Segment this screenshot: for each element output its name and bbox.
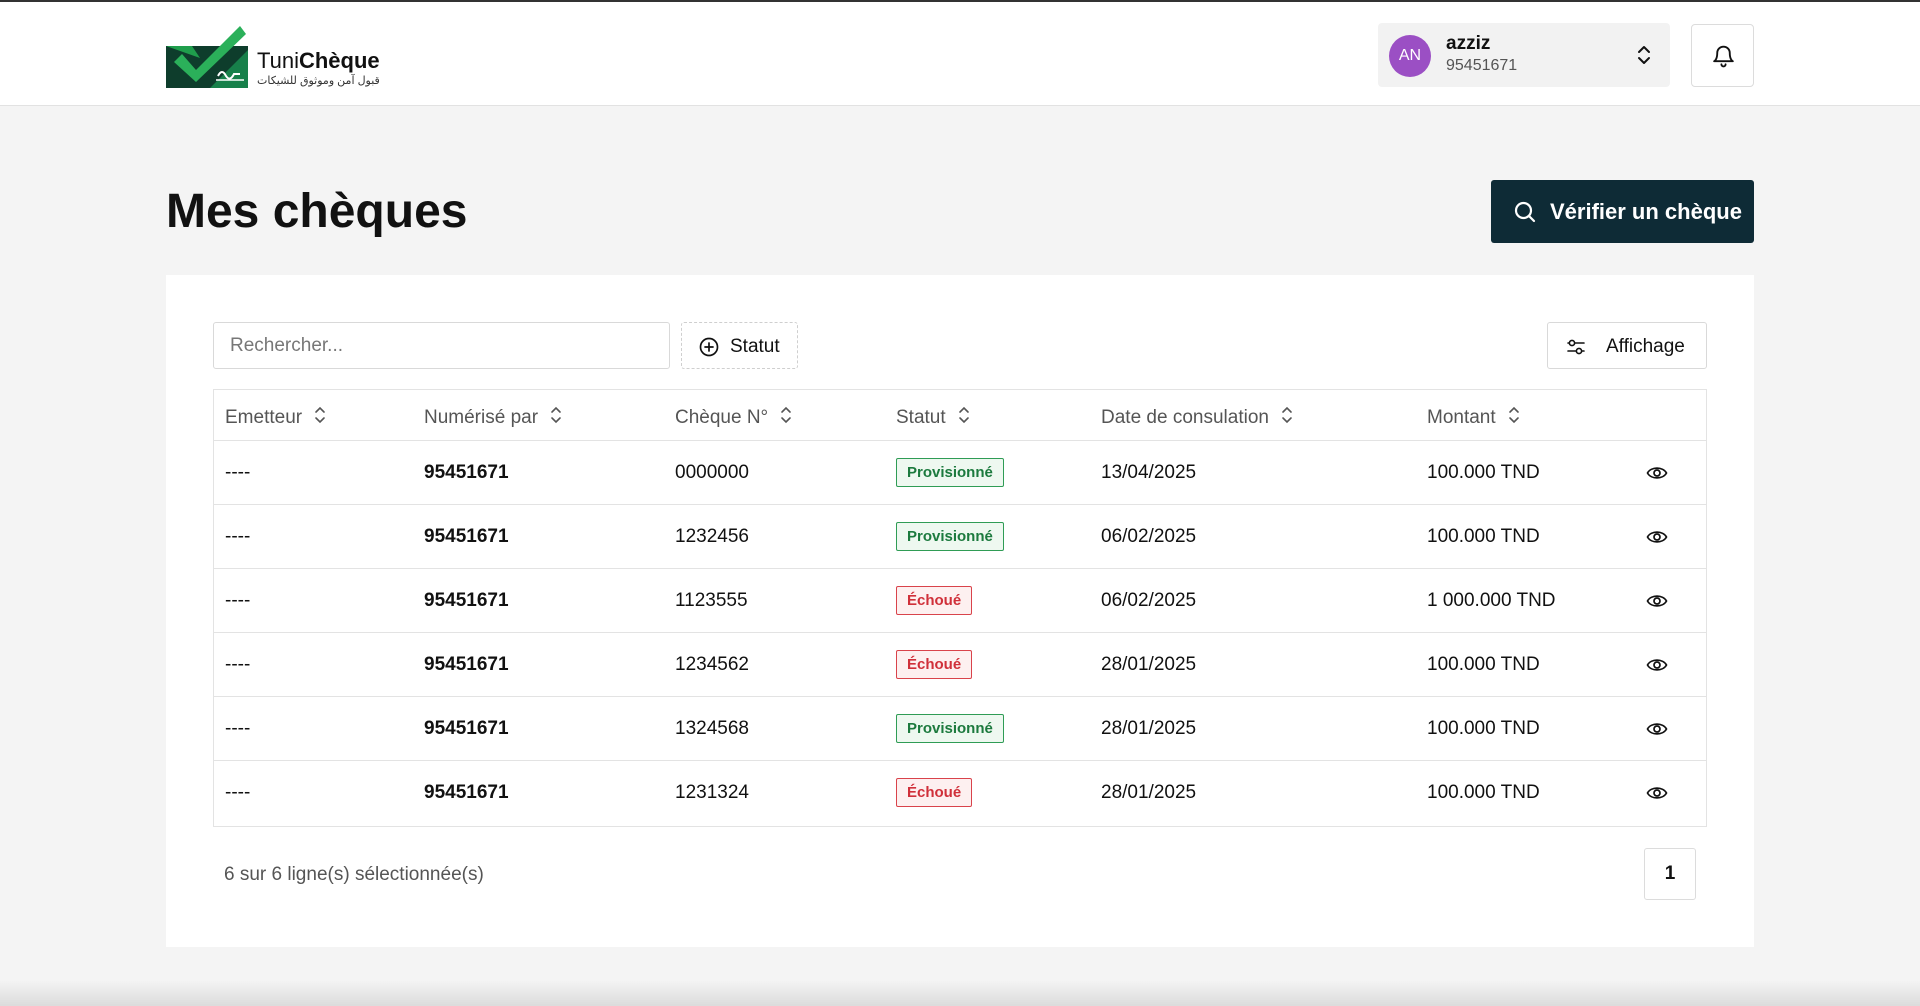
cell-numerise-par: 95451671 [424, 526, 509, 547]
status-badge: Échoué [896, 650, 973, 679]
eye-icon[interactable] [1646, 591, 1668, 611]
sort-icon [315, 406, 325, 424]
cell-numerise-par: 95451671 [424, 782, 509, 803]
column-header-montant[interactable]: Montant [1427, 405, 1520, 429]
table-row[interactable]: ---- 95451671 0000000 Provisionné 13/04/… [214, 441, 1706, 505]
eye-icon[interactable] [1646, 527, 1668, 547]
sort-icon [1282, 406, 1292, 424]
cell-montant: 100.000 TND [1427, 718, 1540, 739]
cheques-table: Emetteur Numérisé par Chèque N° Statut D… [213, 389, 1707, 827]
window-top-border [0, 0, 1920, 2]
search-icon [1514, 201, 1536, 223]
cheques-card: Statut Affichage Emetteur Numérisé par C… [166, 275, 1754, 947]
cell-cheque-no: 1234562 [675, 654, 749, 675]
cell-montant: 100.000 TND [1427, 462, 1540, 483]
plus-circle-icon [699, 337, 719, 357]
cell-emetteur: ---- [225, 462, 251, 483]
verify-cheque-button[interactable]: Vérifier un chèque [1491, 180, 1754, 243]
column-header-statut[interactable]: Statut [896, 405, 970, 429]
app-header: TuniChèque قبول آمن وموثوق للشيكات AN az… [0, 2, 1920, 106]
avatar: AN [1389, 35, 1431, 77]
account-switcher[interactable]: AN azziz 95451671 [1378, 23, 1670, 87]
search-input[interactable] [213, 322, 670, 369]
cell-date: 28/01/2025 [1101, 654, 1197, 675]
cell-cheque-no: 1123555 [675, 590, 748, 611]
selection-count: 6 sur 6 ligne(s) sélectionnée(s) [224, 864, 484, 885]
status-filter-label: Statut [730, 336, 780, 357]
cell-numerise-par: 95451671 [424, 654, 509, 675]
sort-icon [1508, 406, 1519, 424]
status-badge: Provisionné [896, 714, 1004, 743]
status-filter-button[interactable]: Statut [681, 322, 798, 369]
eye-icon[interactable] [1646, 463, 1668, 483]
cell-montant: 100.000 TND [1427, 782, 1540, 803]
cell-emetteur: ---- [225, 718, 251, 739]
table-row[interactable]: ---- 95451671 1324568 Provisionné 28/01/… [214, 697, 1706, 761]
verify-cheque-label: Vérifier un chèque [1550, 199, 1742, 224]
column-header-date[interactable]: Date de consulation [1101, 405, 1293, 429]
table-row[interactable]: ---- 95451671 1231324 Échoué 28/01/2025 … [214, 761, 1706, 825]
cell-date: 06/02/2025 [1101, 526, 1197, 547]
status-badge: Échoué [896, 778, 973, 807]
cell-date: 28/01/2025 [1101, 782, 1197, 803]
cell-date: 06/02/2025 [1101, 590, 1197, 611]
column-header-emetteur[interactable]: Emetteur [225, 405, 326, 429]
cell-emetteur: ---- [225, 590, 251, 611]
cell-montant: 1 000.000 TND [1427, 590, 1556, 611]
status-badge: Provisionné [896, 458, 1004, 487]
status-badge: Provisionné [896, 522, 1004, 551]
user-id: 95451671 [1446, 57, 1518, 74]
bell-icon [1713, 45, 1734, 68]
cell-montant: 100.000 TND [1427, 654, 1540, 675]
sort-icon [551, 406, 561, 424]
cell-cheque-no: 1324568 [675, 718, 749, 739]
table-row[interactable]: ---- 95451671 1232456 Provisionné 06/02/… [214, 505, 1706, 569]
pagination-page-button[interactable]: 1 [1644, 848, 1696, 900]
cell-cheque-no: 0000000 [675, 462, 749, 483]
cell-cheque-no: 1231324 [675, 782, 749, 803]
notifications-button[interactable] [1691, 24, 1754, 87]
display-options-button[interactable]: Affichage [1547, 322, 1707, 369]
brand-name: TuniChèque [257, 48, 380, 73]
sort-icon [781, 406, 791, 424]
cell-emetteur: ---- [225, 654, 251, 675]
cell-numerise-par: 95451671 [424, 718, 509, 739]
cell-emetteur: ---- [225, 526, 251, 547]
cell-date: 28/01/2025 [1101, 718, 1197, 739]
user-name: azziz [1446, 33, 1491, 54]
check-logo-icon [166, 26, 248, 88]
cell-numerise-par: 95451671 [424, 462, 509, 483]
column-header-numerise-par[interactable]: Numérisé par [424, 405, 562, 429]
brand-tagline: قبول آمن وموثوق للشيكات [257, 75, 380, 87]
sliders-icon [1567, 339, 1585, 355]
cell-cheque-no: 1232456 [675, 526, 749, 547]
chevrons-up-down-icon [1638, 46, 1650, 64]
display-options-label: Affichage [1606, 336, 1685, 357]
table-row[interactable]: ---- 95451671 1123555 Échoué 06/02/2025 … [214, 569, 1706, 633]
eye-icon[interactable] [1646, 783, 1668, 803]
cell-numerise-par: 95451671 [424, 590, 509, 611]
brand-logo[interactable]: TuniChèque قبول آمن وموثوق للشيكات [166, 24, 386, 88]
eye-icon[interactable] [1646, 719, 1668, 739]
cell-date: 13/04/2025 [1101, 462, 1197, 483]
column-header-cheque-no[interactable]: Chèque N° [675, 405, 792, 429]
eye-icon[interactable] [1646, 655, 1668, 675]
status-badge: Échoué [896, 586, 973, 615]
bottom-shadow [0, 980, 1920, 1006]
sort-icon [958, 406, 969, 424]
cell-montant: 100.000 TND [1427, 526, 1540, 547]
cell-emetteur: ---- [225, 782, 251, 803]
table-row[interactable]: ---- 95451671 1234562 Échoué 28/01/2025 … [214, 633, 1706, 697]
table-header: Emetteur Numérisé par Chèque N° Statut D… [214, 390, 1706, 441]
page-title: Mes chèques [166, 185, 468, 238]
